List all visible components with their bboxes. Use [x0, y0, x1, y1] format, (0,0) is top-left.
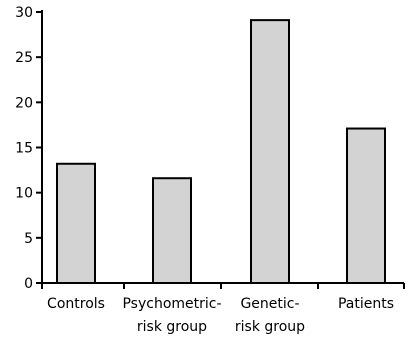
y-tick-label-30: 30 [15, 5, 33, 21]
x-category-label-3-0: Patients [338, 296, 394, 312]
y-tick-label-15: 15 [15, 141, 33, 157]
bar-1 [152, 177, 192, 284]
bar-3 [346, 127, 386, 284]
y-tick-label-0: 0 [24, 276, 33, 292]
x-category-label-2-0: Genetic- [240, 296, 299, 312]
x-category-label-1-0: Psychometric- [122, 296, 221, 312]
y-tick-label-10: 10 [15, 186, 33, 202]
x-category-label-0-0: Controls [47, 296, 105, 312]
bar-0 [56, 162, 96, 284]
y-tick-label-5: 5 [24, 231, 33, 247]
y-tick-label-20: 20 [15, 95, 33, 111]
bars-group [56, 19, 386, 284]
y-axis: 0 5 10 15 20 25 30 [15, 5, 43, 292]
x-category-label-1-1: risk group [137, 319, 207, 335]
y-tick-label-25: 25 [15, 50, 33, 66]
x-axis: Controls Psychometric-risk group Genetic-r… [41, 282, 405, 335]
x-category-label-2-1: risk group [235, 319, 305, 335]
bar-2 [250, 19, 290, 284]
